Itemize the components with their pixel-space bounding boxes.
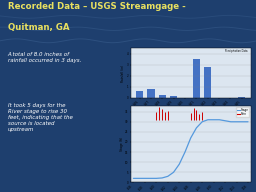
Bar	[238, 97, 246, 98]
Text: It took 5 days for the
River stage to rise 30
feet, indicating that the
source i: It took 5 days for the River stage to ri…	[8, 103, 72, 132]
X-axis label: Date: Date	[187, 108, 194, 113]
Text: Recorded Data – USGS Streamgage -: Recorded Data – USGS Streamgage -	[8, 2, 185, 11]
Bar	[170, 96, 177, 98]
Y-axis label: Stage (ft): Stage (ft)	[120, 137, 124, 151]
Text: A total of 8.0 inches of
rainfall occurred in 3 days.: A total of 8.0 inches of rainfall occurr…	[8, 52, 81, 63]
Text: Precipitation Data: Precipitation Data	[225, 50, 247, 54]
Legend: Stage, Rain: Stage, Rain	[236, 107, 250, 117]
Bar	[159, 95, 166, 98]
Bar	[136, 91, 143, 98]
Bar	[147, 89, 155, 98]
Bar	[204, 67, 211, 98]
Text: Quitman, GA: Quitman, GA	[8, 23, 69, 32]
Y-axis label: Rainfall (in): Rainfall (in)	[121, 64, 125, 82]
Bar	[193, 59, 200, 98]
